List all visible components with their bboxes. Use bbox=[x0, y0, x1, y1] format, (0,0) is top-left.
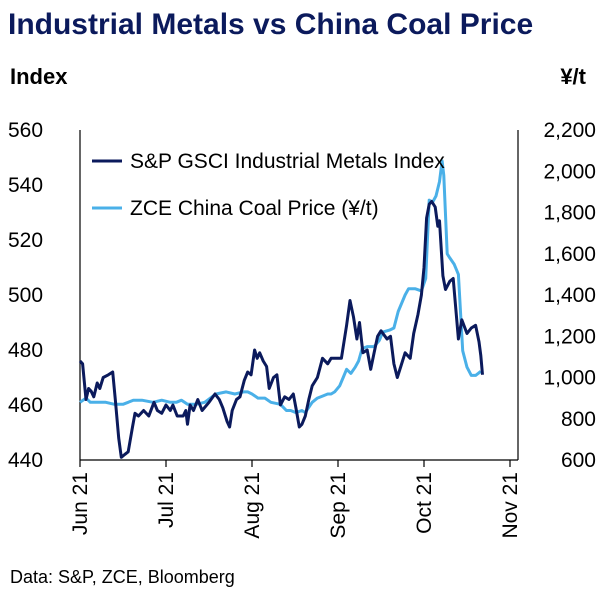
x-tick-label: Jun 21 bbox=[69, 472, 92, 535]
legend-label: ZCE China Coal Price (¥/t) bbox=[130, 197, 379, 220]
right-tick-label: 1,000 bbox=[543, 367, 596, 390]
right-tick-label: 2,000 bbox=[543, 160, 596, 183]
left-tick-label: 540 bbox=[8, 174, 43, 197]
x-tick-label: Jul 21 bbox=[155, 472, 178, 528]
source-note: Data: S&P, ZCE, Bloomberg bbox=[10, 567, 235, 587]
legend-label: S&P GSCI Industrial Metals Index bbox=[130, 150, 445, 173]
left-axis-title: Index bbox=[10, 64, 68, 89]
left-tick-label: 560 bbox=[8, 119, 43, 142]
x-axis-ticks: Jun 21 Jul 21 Aug 21 Sep 21 Oct 21 Nov 21 bbox=[69, 460, 522, 539]
left-tick-label: 440 bbox=[8, 449, 43, 472]
right-tick-label: 1,600 bbox=[543, 243, 596, 266]
right-tick-label: 1,400 bbox=[543, 284, 596, 307]
right-tick-label: 1,800 bbox=[543, 202, 596, 225]
metals-index-line bbox=[78, 200, 484, 459]
left-tick-label: 500 bbox=[8, 284, 43, 307]
axes bbox=[79, 130, 519, 461]
chart-title: Industrial Metals vs China Coal Price bbox=[8, 8, 534, 41]
right-axis-title: ¥/t bbox=[560, 64, 586, 89]
right-tick-label: 600 bbox=[561, 449, 596, 472]
right-axis-ticks: 2,200 2,000 1,800 1,600 1,400 1,200 1,000 800 60… bbox=[543, 119, 596, 472]
right-tick-label: 2,200 bbox=[543, 119, 596, 142]
series-lines bbox=[78, 159, 484, 459]
x-tick-label: Nov 21 bbox=[499, 472, 522, 539]
left-tick-label: 520 bbox=[8, 229, 43, 252]
coal-price-line bbox=[79, 159, 482, 415]
right-tick-label: 1,200 bbox=[543, 325, 596, 348]
right-tick-label: 800 bbox=[561, 408, 596, 431]
left-tick-label: 480 bbox=[8, 339, 43, 362]
legend: S&P GSCI Industrial Metals Index ZCE Chin… bbox=[92, 150, 445, 220]
left-axis-ticks: 560 540 520 500 480 460 440 bbox=[8, 119, 43, 472]
x-tick-label: Sep 21 bbox=[327, 472, 350, 539]
left-tick-label: 460 bbox=[8, 394, 43, 417]
x-tick-label: Oct 21 bbox=[413, 472, 436, 534]
x-tick-label: Aug 21 bbox=[241, 472, 264, 539]
